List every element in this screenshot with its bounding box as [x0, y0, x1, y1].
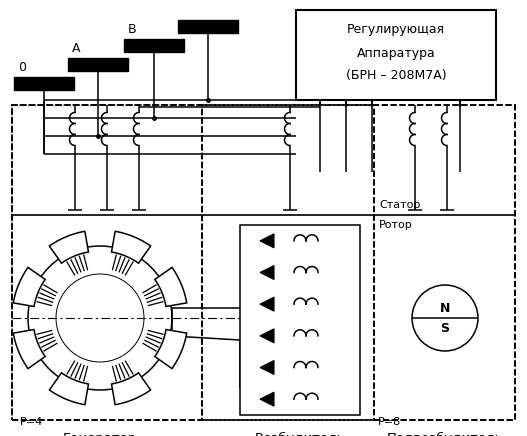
Text: Статор: Статор: [379, 200, 421, 210]
Text: Аппаратура: Аппаратура: [357, 47, 435, 59]
Polygon shape: [112, 373, 151, 405]
Bar: [14, 77, 74, 90]
Text: S: S: [441, 321, 450, 334]
Text: Генератор: Генератор: [63, 432, 137, 436]
Text: N: N: [440, 302, 450, 314]
Text: (БРН – 208М7А): (БРН – 208М7А): [346, 68, 446, 82]
Bar: [240, 225, 360, 415]
Polygon shape: [50, 373, 89, 405]
Text: B: B: [128, 23, 136, 36]
Text: Возбудитель: Возбудитель: [255, 432, 345, 436]
Text: Регулирующая: Регулирующая: [347, 24, 445, 37]
Text: Подвозбудитель: Подвозбудитель: [387, 432, 503, 436]
Polygon shape: [260, 266, 274, 279]
Text: 0: 0: [18, 61, 26, 74]
Bar: [374, 105, 515, 420]
Text: Р=8: Р=8: [378, 417, 401, 427]
Polygon shape: [50, 232, 89, 263]
Text: A: A: [72, 42, 81, 55]
Text: Ротор: Ротор: [379, 220, 413, 230]
Bar: [202, 105, 374, 420]
Bar: [124, 39, 184, 52]
Bar: [68, 58, 128, 71]
Polygon shape: [13, 267, 45, 307]
Text: Р=4: Р=4: [20, 417, 43, 427]
Polygon shape: [260, 234, 274, 248]
Polygon shape: [112, 232, 151, 263]
Bar: [12, 105, 202, 420]
Polygon shape: [260, 297, 274, 311]
Polygon shape: [260, 361, 274, 375]
Polygon shape: [155, 267, 187, 307]
Polygon shape: [260, 392, 274, 406]
Bar: [296, 10, 496, 100]
Polygon shape: [260, 329, 274, 343]
Polygon shape: [13, 330, 45, 368]
Polygon shape: [155, 330, 187, 368]
Bar: [12, 105, 515, 420]
Bar: [178, 20, 238, 33]
